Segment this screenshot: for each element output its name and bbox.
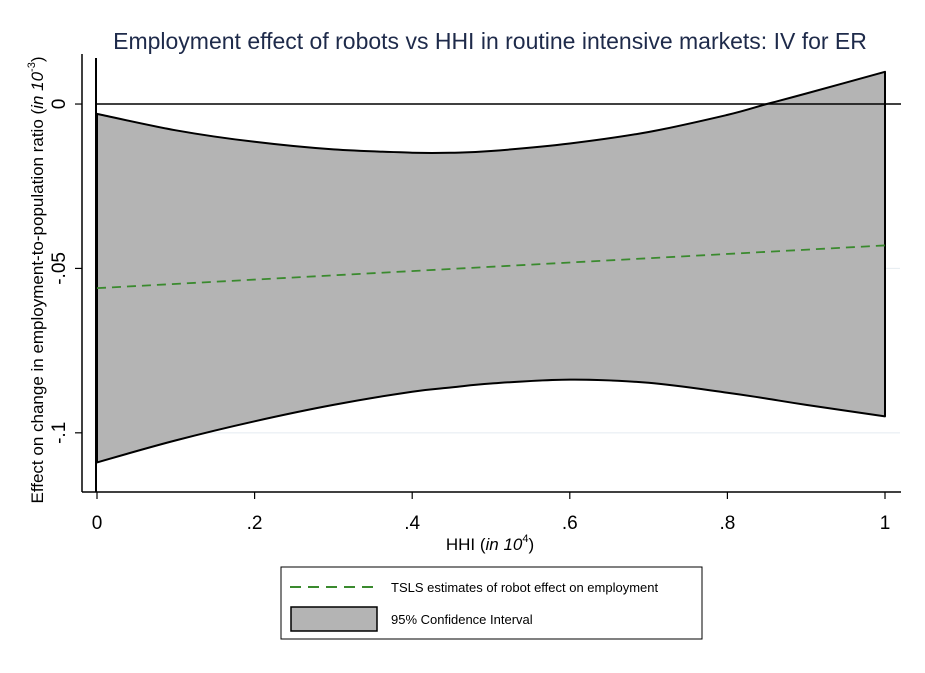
x-tick-label-5: 1 bbox=[880, 513, 891, 534]
y-axis-ticks: 0 -.05 -.1 bbox=[49, 99, 82, 444]
y-axis-label: Effect on change in employment-to-popula… bbox=[26, 56, 47, 503]
y-tick-label-1: -.05 bbox=[49, 252, 70, 285]
x-axis-label-italic: in 10 bbox=[486, 535, 523, 554]
estimate-line-layer bbox=[96, 244, 886, 290]
legend-estimate-label: TSLS estimates of robot effect on employ… bbox=[391, 580, 659, 595]
chart-title: Employment effect of robots vs HHI in ro… bbox=[113, 28, 867, 54]
x-axis-label-main: HHI ( bbox=[446, 535, 486, 554]
x-axis-ticks: 0 .2 .4 .6 .8 1 bbox=[92, 492, 891, 534]
y-axis-label-close: ) bbox=[28, 56, 47, 62]
x-tick-label-1: .2 bbox=[247, 513, 263, 534]
x-axis-label: HHI (in 104) bbox=[446, 533, 534, 554]
legend: TSLS estimates of robot effect on employ… bbox=[280, 566, 703, 640]
x-tick-label-2: .4 bbox=[404, 513, 420, 534]
x-axis-label-close: ) bbox=[529, 535, 535, 554]
y-axis-label-main: Effect on change in employment-to-popula… bbox=[28, 108, 47, 503]
x-tick-label-4: .8 bbox=[719, 513, 735, 534]
legend-band-swatch bbox=[290, 606, 378, 632]
legend-band-label: 95% Confidence Interval bbox=[391, 612, 533, 627]
y-tick-label-2: -.1 bbox=[49, 422, 70, 444]
x-axis-label-sup: 4 bbox=[522, 533, 528, 545]
axes-layer bbox=[81, 54, 901, 493]
y-tick-label-0: 0 bbox=[49, 99, 70, 110]
y-axis-label-sup: -3 bbox=[26, 62, 38, 72]
x-tick-label-0: 0 bbox=[92, 513, 103, 534]
y-axis-label-italic: in 10 bbox=[28, 71, 47, 108]
x-tick-label-3: .6 bbox=[562, 513, 578, 534]
tsls-estimate-line bbox=[96, 244, 886, 290]
